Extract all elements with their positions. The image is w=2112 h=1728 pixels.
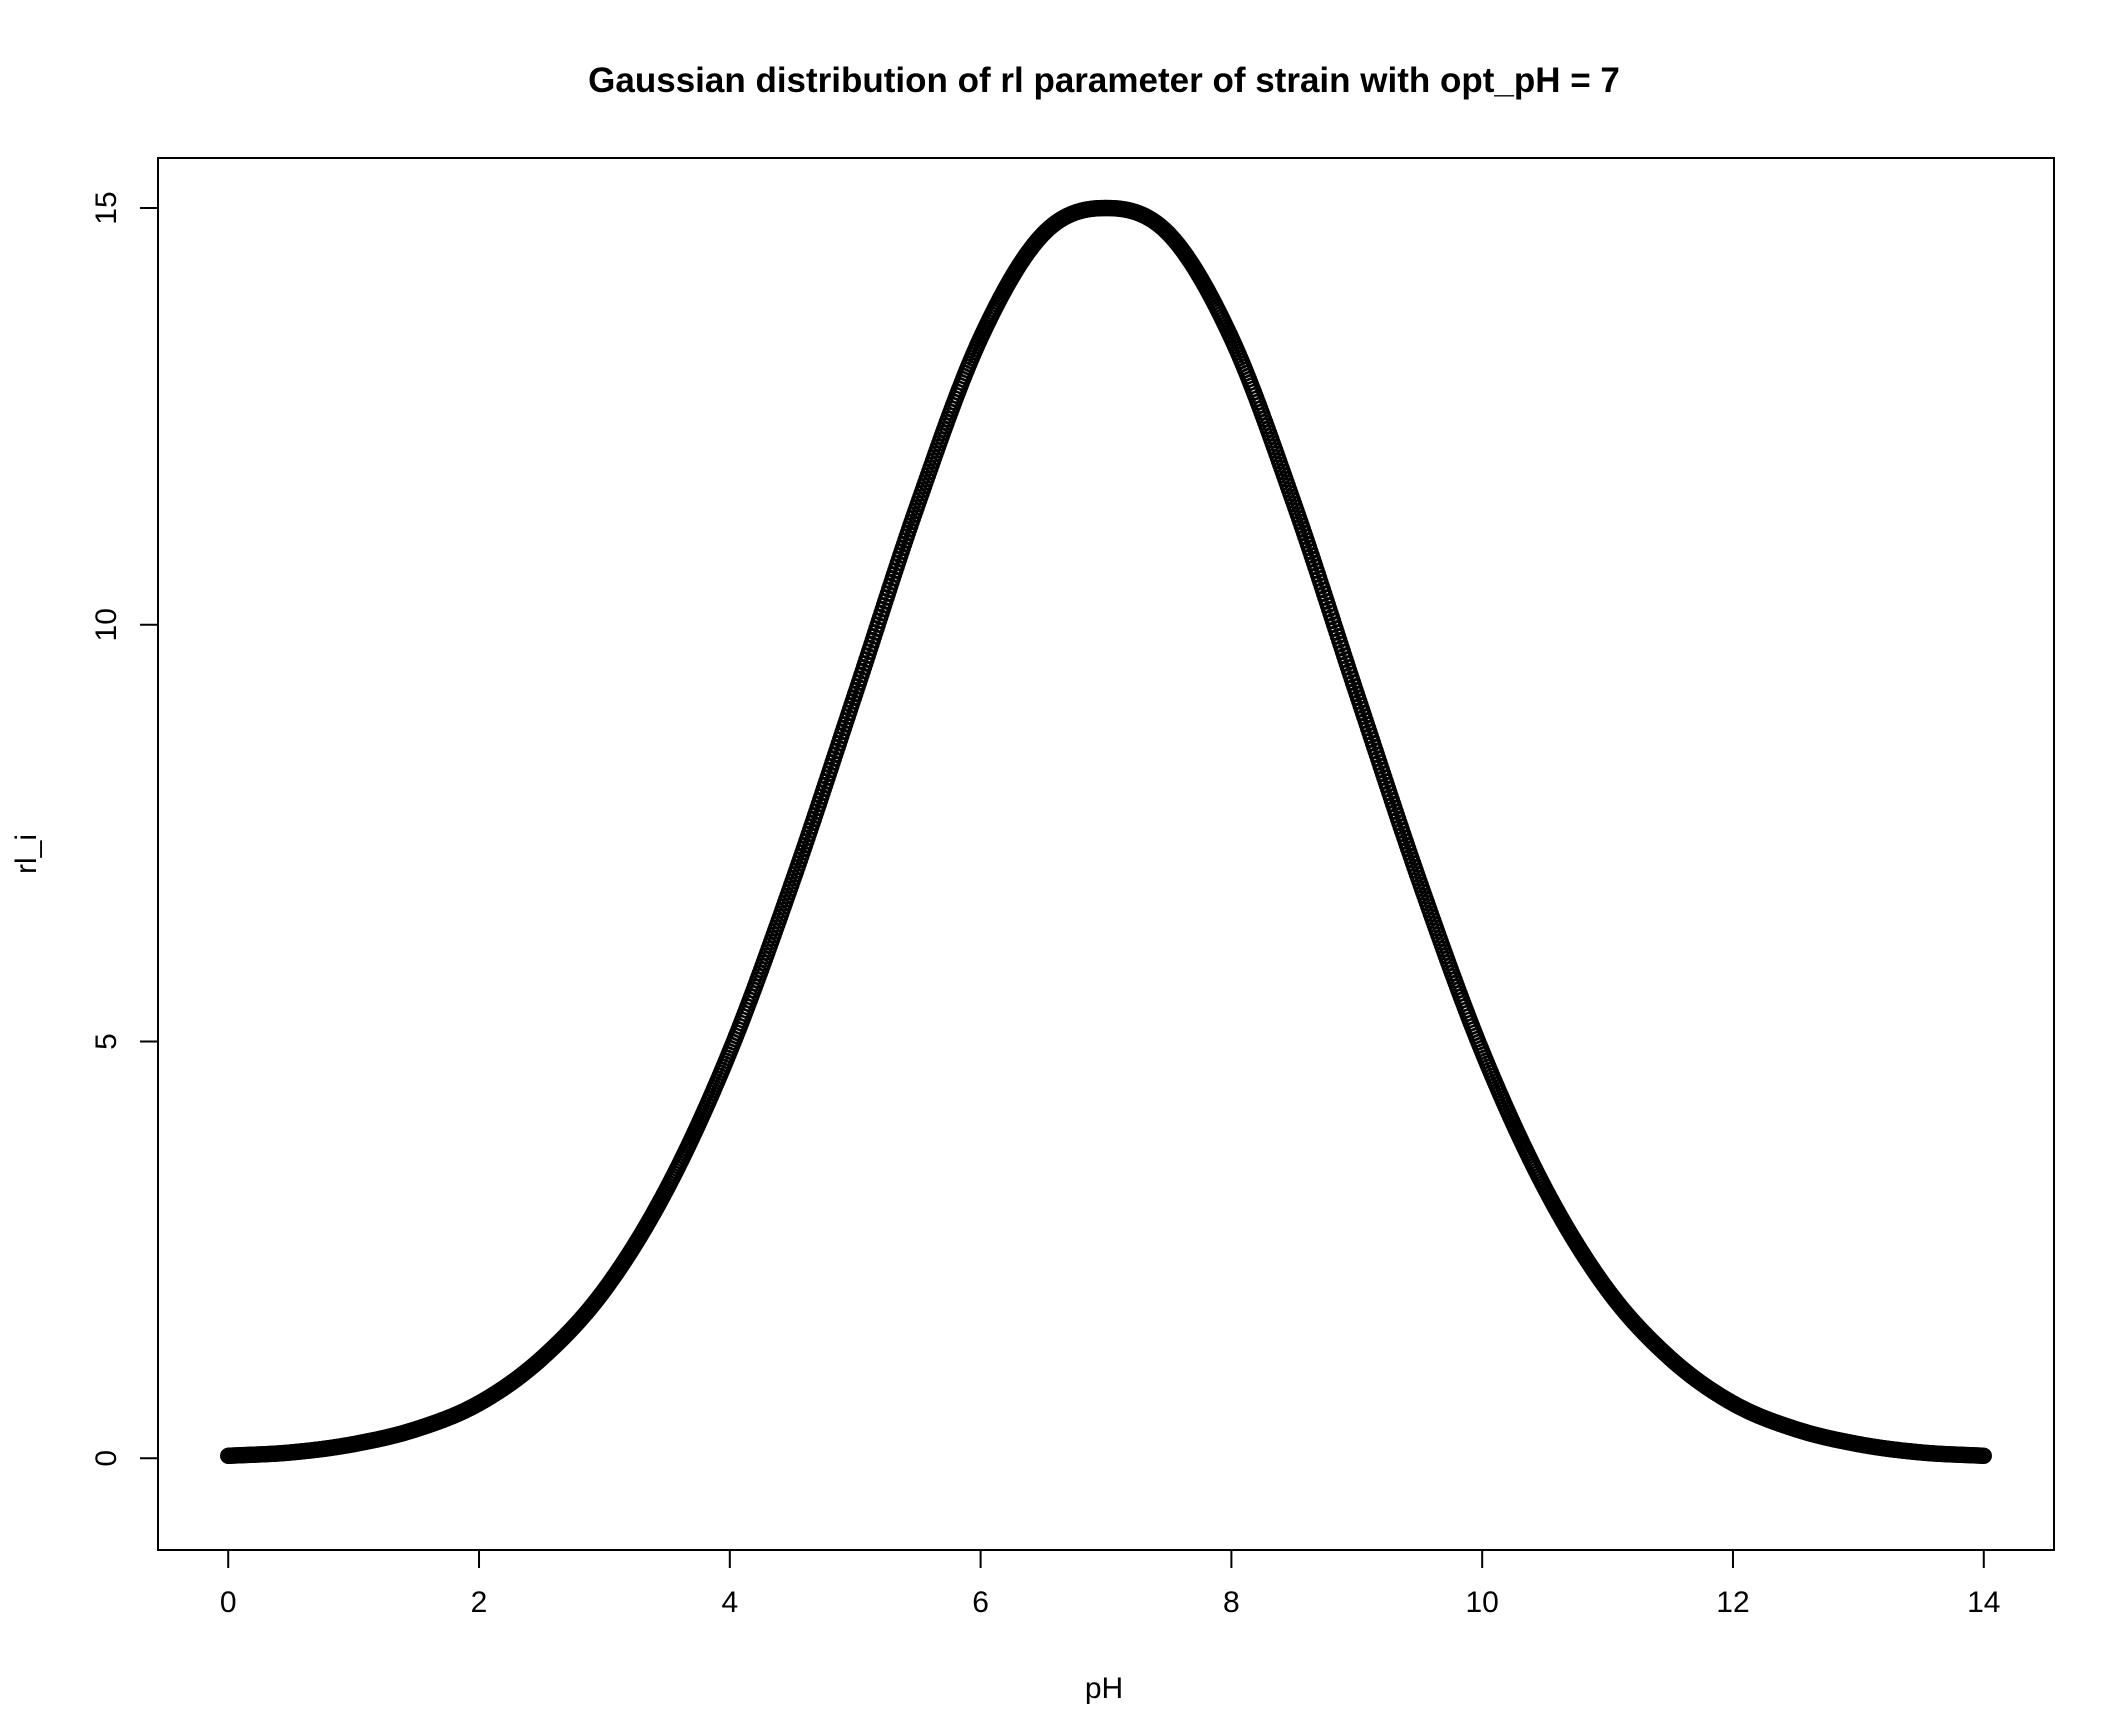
y-axis: 0 5 10 15 bbox=[90, 191, 159, 1467]
x-tick-label: 4 bbox=[721, 1586, 738, 1619]
x-axis-label: pH bbox=[1085, 1672, 1123, 1705]
x-tick-label: 0 bbox=[220, 1586, 237, 1619]
y-tick-label: 5 bbox=[90, 1033, 123, 1050]
x-tick-label: 2 bbox=[471, 1586, 488, 1619]
chart-title: Gaussian distribution of rl parameter of… bbox=[588, 61, 1620, 100]
data-points bbox=[220, 199, 1992, 1465]
y-tick-label: 10 bbox=[90, 608, 123, 641]
x-axis: 0 2 4 6 8 10 12 14 bbox=[220, 1549, 2000, 1619]
plot-frame bbox=[157, 157, 2055, 1551]
x-tick-label: 8 bbox=[1223, 1586, 1240, 1619]
y-tick-label: 0 bbox=[90, 1450, 123, 1467]
x-tick-label: 6 bbox=[972, 1586, 989, 1619]
data-point bbox=[1975, 1447, 1992, 1465]
y-tick-label: 15 bbox=[90, 191, 123, 224]
y-axis-label: rl_i bbox=[10, 834, 43, 874]
x-tick-label: 12 bbox=[1716, 1586, 1749, 1619]
x-tick-label: 10 bbox=[1466, 1586, 1499, 1619]
x-tick-label: 14 bbox=[1967, 1586, 2000, 1619]
